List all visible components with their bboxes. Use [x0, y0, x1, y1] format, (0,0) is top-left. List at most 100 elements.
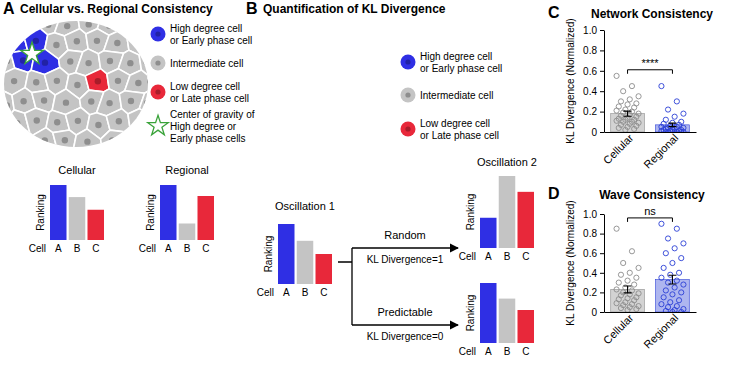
data-point — [674, 278, 679, 283]
cell-nucleus — [75, 118, 81, 124]
chart-title: Wave Consistency — [599, 188, 705, 202]
legend-icon — [148, 115, 168, 134]
cell-nucleus — [42, 59, 48, 65]
tick-label: 0.6 — [583, 248, 597, 259]
legend-label: Early phase cells — [170, 133, 246, 144]
axis-title: KL Divergence (Normalized) — [565, 18, 576, 143]
cell — [64, 29, 88, 52]
chart-title: Network Consistency — [591, 7, 713, 21]
bar — [297, 241, 314, 284]
data-point — [634, 275, 639, 280]
cell-nucleus — [20, 98, 26, 104]
cell — [106, 109, 130, 132]
legend-label: Low degree cell — [420, 118, 490, 129]
category-label: A — [283, 287, 290, 298]
figure: ACellular vs. Regional ConsistencyHigh d… — [0, 0, 756, 365]
category-label: B — [74, 243, 81, 254]
cell — [119, 18, 142, 35]
cell-nucleus — [42, 137, 48, 143]
tick-label: 1.0 — [583, 25, 597, 36]
panel-letter: D — [548, 185, 560, 202]
significance-label: ns — [644, 205, 656, 217]
x-axis-line — [605, 132, 697, 133]
category-label: A — [165, 243, 172, 254]
tick: 0.2 — [583, 287, 604, 298]
tick-mark — [600, 132, 604, 133]
cell-nucleus — [21, 22, 27, 28]
tick-label: 0.4 — [583, 86, 597, 97]
data-point — [670, 260, 675, 265]
data-point — [629, 249, 634, 254]
cell-nucleus — [94, 38, 100, 44]
cell-nucleus — [85, 60, 91, 66]
tick: 0.8 — [583, 45, 604, 56]
tick-mark — [600, 112, 604, 113]
bar — [518, 310, 535, 343]
cell-nucleus — [33, 79, 39, 85]
bar — [88, 210, 105, 240]
cell-nucleus — [143, 59, 149, 65]
cell — [128, 109, 151, 134]
bar — [480, 218, 497, 248]
cell-nucleus — [86, 21, 92, 27]
legend-label: or Early phase cell — [420, 63, 502, 74]
cell-nucleus — [84, 138, 90, 144]
tick-label: 0 — [591, 307, 597, 318]
axis-title: KL Divergence (Normalized) — [565, 200, 576, 325]
arrow-stem — [338, 248, 352, 325]
legend-icon-nucleus — [405, 59, 410, 64]
cell-nucleus — [4, 58, 10, 64]
tick: Regional — [641, 312, 680, 351]
legend-label: or Late phase cell — [170, 93, 249, 104]
cell-nucleus — [21, 139, 27, 145]
cell-nucleus — [144, 100, 150, 106]
tick: 0.4 — [583, 86, 604, 97]
tick-mark — [600, 234, 604, 235]
bar — [499, 299, 516, 343]
data-point — [661, 295, 666, 300]
cell-nucleus — [107, 58, 113, 64]
cell-nucleus — [106, 22, 112, 28]
category-label: C — [522, 251, 529, 262]
axis-label: Ranking — [465, 194, 476, 231]
panel-letter: B — [246, 0, 258, 17]
data-point — [618, 272, 623, 277]
axis-label: Cell — [459, 346, 476, 357]
cell-nucleus — [33, 38, 39, 44]
data-point — [672, 246, 677, 251]
data-point — [674, 99, 679, 104]
cell — [140, 131, 152, 150]
data-point — [625, 102, 630, 107]
cell — [104, 30, 129, 53]
tick: Cellular — [601, 131, 636, 166]
arrows: RandomKL Divergence=1PredictableKL Diver… — [338, 229, 458, 342]
tick-label: Regional — [641, 132, 680, 171]
cell-nucleus — [127, 60, 133, 66]
category-label: A — [55, 243, 62, 254]
data-point — [614, 73, 619, 78]
tick-mark — [600, 312, 604, 313]
panel-title: Cellular vs. Regional Consistency — [20, 2, 213, 16]
cell-nucleus — [4, 102, 10, 108]
legend-label: Intermediate cell — [420, 90, 493, 101]
significance-label: **** — [641, 57, 659, 69]
data-point — [679, 129, 684, 132]
tick-mark — [600, 273, 604, 274]
bar — [518, 192, 535, 248]
tick: 0.2 — [583, 106, 604, 117]
cell-nucleus — [116, 118, 122, 124]
tick-label: Cellular — [601, 311, 636, 346]
bar — [50, 185, 67, 240]
category-label: C — [320, 287, 327, 298]
bar — [69, 197, 86, 240]
bar — [160, 185, 177, 240]
bar — [198, 196, 215, 240]
data-point — [616, 280, 621, 285]
data-point — [632, 282, 637, 287]
cell — [85, 69, 109, 92]
data-point — [623, 127, 628, 132]
cell — [12, 134, 36, 150]
data-point — [659, 84, 664, 89]
plot-area — [611, 73, 690, 132]
tick-label: 1.0 — [583, 209, 597, 220]
